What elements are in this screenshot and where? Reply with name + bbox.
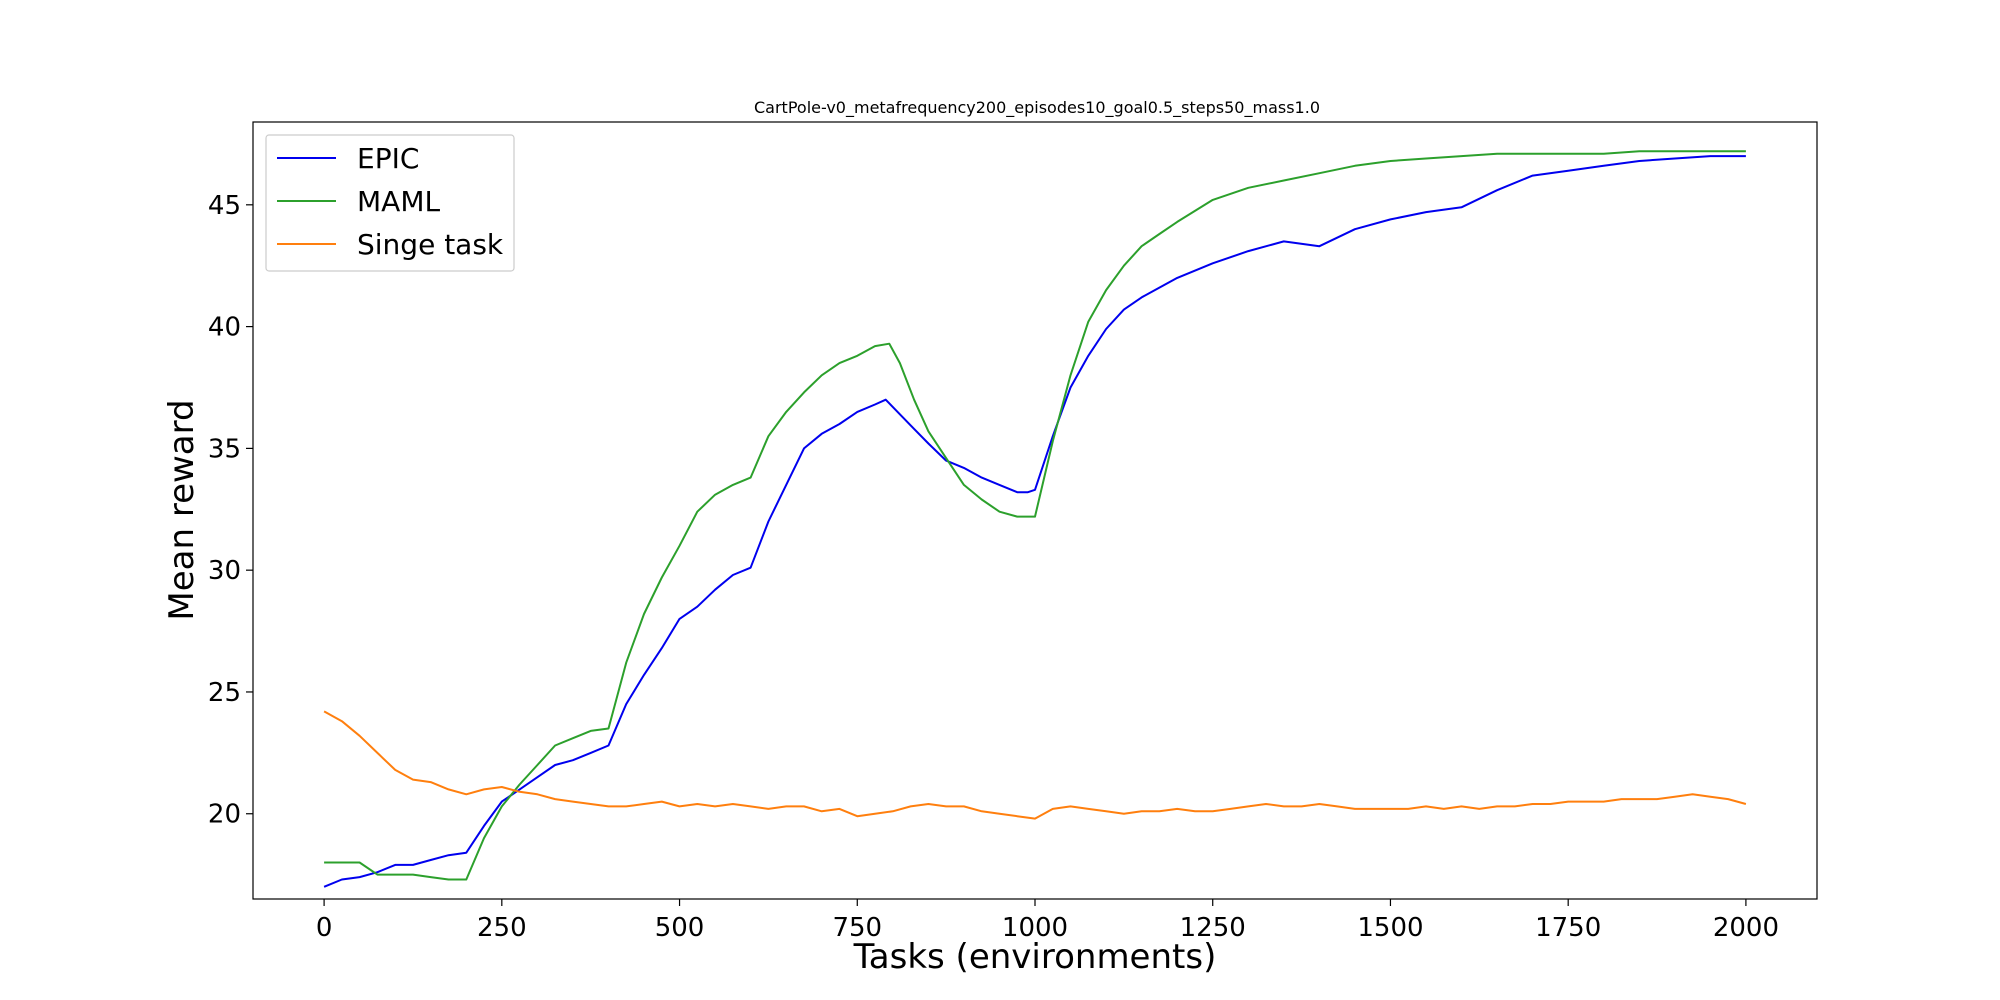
y-tick-label: 20 — [208, 800, 241, 830]
x-tick-label: 500 — [655, 913, 705, 943]
y-tick-label: 30 — [208, 556, 241, 586]
x-tick-label: 1250 — [1180, 913, 1246, 943]
y-tick-label: 35 — [208, 434, 241, 464]
series-layer — [323, 150, 1747, 888]
x-tick-label: 1000 — [1002, 913, 1068, 943]
series-line-epic — [323, 155, 1746, 888]
series-line-maml — [324, 150, 1746, 881]
y-tick-label: 40 — [208, 313, 241, 343]
x-tick-label: 750 — [832, 913, 882, 943]
legend-box — [265, 134, 515, 272]
x-tick-label: 0 — [316, 913, 333, 943]
series-line-singe-task — [323, 710, 1747, 820]
x-axis-label: Tasks (environments) — [853, 937, 1217, 977]
chart-title: CartPole-v0_metafrequency200_episodes10_… — [754, 98, 1320, 118]
x-axis-ticks: 0 250 500 750 1000 1250 1500 1750 2000 — [316, 899, 1779, 943]
y-axis-ticks: 20 25 30 35 40 45 — [208, 191, 253, 830]
legend-label: MAML — [357, 185, 440, 218]
y-tick-label: 25 — [208, 678, 241, 708]
legend-label: EPIC — [357, 142, 419, 175]
legend-label: Singe task — [357, 228, 504, 261]
y-axis-label: Mean reward — [162, 399, 202, 620]
y-tick-label: 45 — [208, 191, 241, 221]
x-tick-label: 1750 — [1535, 913, 1601, 943]
x-tick-label: 2000 — [1713, 913, 1779, 943]
x-tick-label: 250 — [477, 913, 527, 943]
x-tick-label: 1500 — [1357, 913, 1423, 943]
legend: EPIC MAML Singe task — [265, 134, 515, 272]
